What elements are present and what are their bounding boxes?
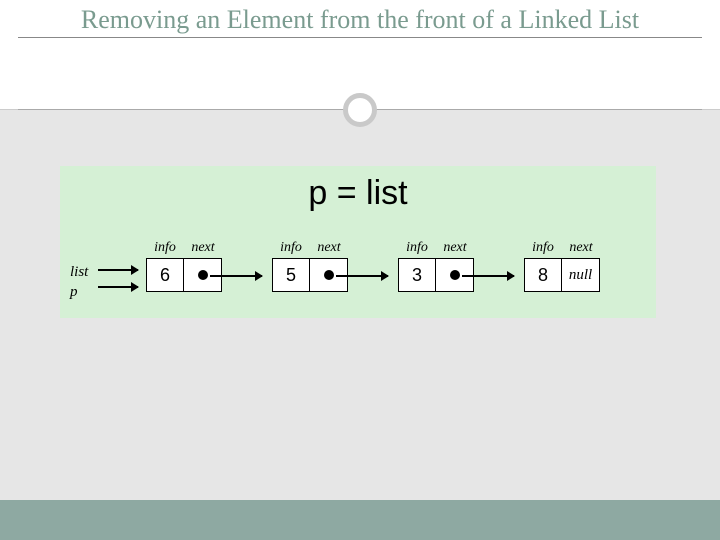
header-next: next xyxy=(562,240,600,256)
node-headers: info next xyxy=(398,240,474,256)
info-cell: 5 xyxy=(272,258,310,292)
link-arrow-icon xyxy=(210,275,262,277)
nodes-row: info next 6 info next 5 xyxy=(146,240,600,292)
link-arrow-icon xyxy=(336,275,388,277)
pointer-list-arrow-icon xyxy=(98,269,138,271)
node-headers: info next xyxy=(524,240,600,256)
header-next: next xyxy=(310,240,348,256)
info-cell: 8 xyxy=(524,258,562,292)
header-info: info xyxy=(398,240,436,256)
info-cell: 6 xyxy=(146,258,184,292)
linked-list-diagram: p = list list p info next 6 in xyxy=(60,166,656,318)
node-headers: info next xyxy=(272,240,348,256)
node-cells: 8 null xyxy=(524,258,600,292)
slide-header: Removing an Element from the front of a … xyxy=(0,0,720,110)
list-node: info next 3 xyxy=(398,240,474,292)
pointer-dot-icon xyxy=(324,270,334,280)
header-next: next xyxy=(436,240,474,256)
pointer-dot-icon xyxy=(198,270,208,280)
pointer-labels: list p xyxy=(70,262,88,302)
list-node: info next 5 xyxy=(272,240,348,292)
footer-bar xyxy=(0,500,720,540)
link-arrow-icon xyxy=(462,275,514,277)
title-underline xyxy=(18,37,702,38)
header-info: info xyxy=(272,240,310,256)
pointer-p-label: p xyxy=(70,282,88,302)
content-area: p = list list p info next 6 in xyxy=(0,110,720,500)
pointer-dot-icon xyxy=(450,270,460,280)
node-headers: info next xyxy=(146,240,222,256)
info-cell: 3 xyxy=(398,258,436,292)
slide-title: Removing an Element from the front of a … xyxy=(0,0,720,35)
header-next: next xyxy=(184,240,222,256)
pointer-p-arrow-icon xyxy=(98,286,138,288)
next-cell-null: null xyxy=(562,258,600,292)
header-info: info xyxy=(146,240,184,256)
pointer-list-label: list xyxy=(70,262,88,282)
list-node: info next 6 xyxy=(146,240,222,292)
equation-text: p = list xyxy=(60,174,656,213)
circle-decor-icon xyxy=(343,93,377,127)
header-info: info xyxy=(524,240,562,256)
null-label: null xyxy=(569,267,592,284)
list-node: info next 8 null xyxy=(524,240,600,292)
